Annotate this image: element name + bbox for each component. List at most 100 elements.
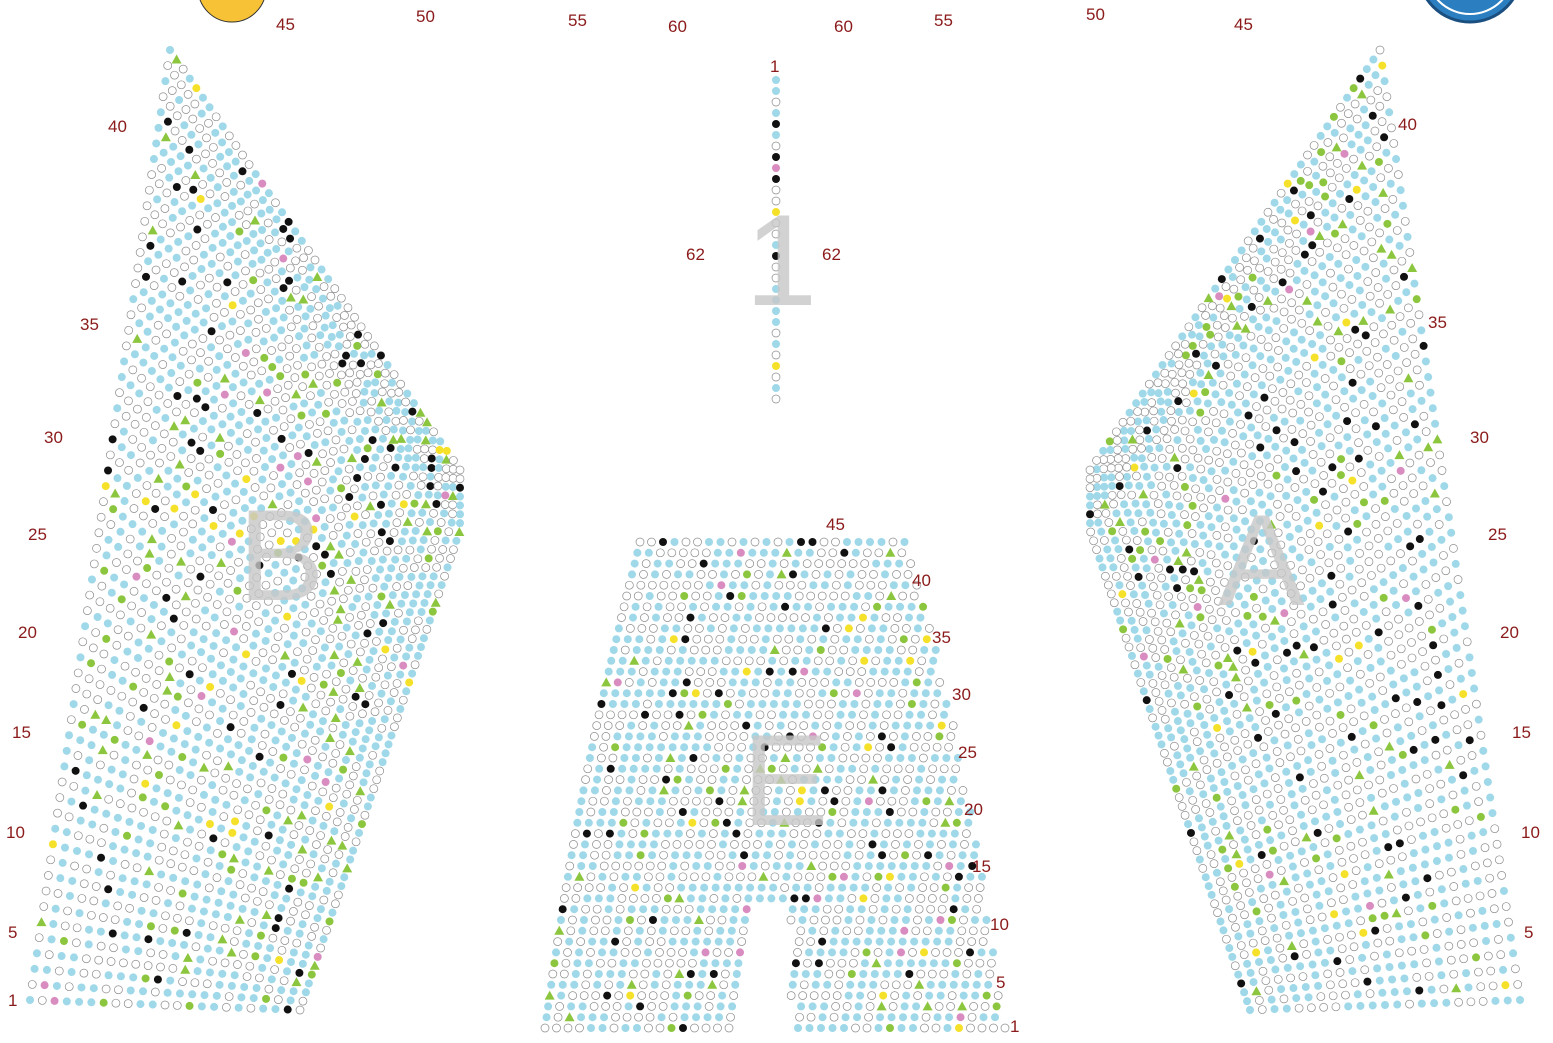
seat-available[interactable] xyxy=(593,775,602,784)
seat-available[interactable] xyxy=(1281,353,1290,362)
seat-sold[interactable] xyxy=(790,894,799,903)
marker-triangle[interactable] xyxy=(296,810,307,820)
seat-open[interactable] xyxy=(1136,643,1146,653)
seat-open[interactable] xyxy=(749,796,759,806)
seat-available[interactable] xyxy=(977,872,986,881)
seat-open[interactable] xyxy=(914,840,923,849)
seat-open[interactable] xyxy=(1250,864,1260,874)
seat-open[interactable] xyxy=(436,518,446,527)
seat-available[interactable] xyxy=(1372,873,1381,882)
seat-open[interactable] xyxy=(1197,649,1206,659)
seat-open[interactable] xyxy=(1153,378,1163,388)
seat-sold[interactable] xyxy=(1327,571,1336,580)
seat-open[interactable] xyxy=(281,393,290,402)
seat-open[interactable] xyxy=(1407,653,1417,663)
seat-available[interactable] xyxy=(320,323,329,332)
seat-available[interactable] xyxy=(1306,767,1315,776)
seat-sold[interactable] xyxy=(139,703,148,712)
seat-open[interactable] xyxy=(1287,298,1297,308)
seat-open[interactable] xyxy=(1199,755,1209,765)
seat-open[interactable] xyxy=(384,407,394,417)
seat-available[interactable] xyxy=(953,754,962,762)
seat-available[interactable] xyxy=(671,916,680,924)
seat-marked[interactable] xyxy=(1224,864,1233,873)
seat-open[interactable] xyxy=(669,926,679,936)
seat-open[interactable] xyxy=(1089,536,1098,546)
seat-open[interactable] xyxy=(1455,834,1465,844)
seat-open[interactable] xyxy=(1285,238,1294,248)
seat-available[interactable] xyxy=(189,628,198,637)
seat-sold[interactable] xyxy=(108,435,117,444)
seat-open[interactable] xyxy=(1449,544,1458,553)
seat-available[interactable] xyxy=(246,289,255,298)
seat-open[interactable] xyxy=(1211,650,1221,660)
seat-available[interactable] xyxy=(598,808,607,816)
seat-open[interactable] xyxy=(738,926,748,936)
seat-open[interactable] xyxy=(183,837,192,847)
seat-available[interactable] xyxy=(1095,554,1104,563)
seat-marked[interactable] xyxy=(258,179,267,188)
seat-available[interactable] xyxy=(211,229,220,238)
seat-open[interactable] xyxy=(1259,742,1269,752)
seat-open[interactable] xyxy=(1160,645,1170,654)
seat-open[interactable] xyxy=(109,750,119,760)
seat-open[interactable] xyxy=(298,382,308,392)
seat-available[interactable] xyxy=(174,571,183,580)
seat-open[interactable] xyxy=(1177,471,1187,481)
seat-open[interactable] xyxy=(905,764,915,774)
seat-open[interactable] xyxy=(178,64,188,74)
seat-open[interactable] xyxy=(1320,838,1330,848)
seat-available[interactable] xyxy=(218,704,227,713)
seat-available[interactable] xyxy=(291,227,300,236)
seat-available[interactable] xyxy=(87,575,96,584)
seat-open[interactable] xyxy=(175,663,184,673)
seat-open[interactable] xyxy=(1192,846,1202,856)
seat-open[interactable] xyxy=(111,998,121,1008)
seat-available[interactable] xyxy=(556,916,565,924)
seat-available[interactable] xyxy=(402,617,411,626)
seat-available[interactable] xyxy=(607,818,616,827)
seat-available[interactable] xyxy=(829,743,838,752)
marker-triangle[interactable] xyxy=(1314,231,1325,241)
seat-available[interactable] xyxy=(860,818,869,827)
seat-available[interactable] xyxy=(1206,740,1215,749)
seat-open[interactable] xyxy=(215,168,225,178)
seat-open[interactable] xyxy=(1441,823,1451,833)
seat-available[interactable] xyxy=(308,892,317,901)
seat-open[interactable] xyxy=(842,1002,852,1011)
seat-marked[interactable] xyxy=(1315,521,1324,530)
seat-available[interactable] xyxy=(76,816,85,825)
seat-open[interactable] xyxy=(1334,342,1344,352)
seat-open[interactable] xyxy=(1226,371,1236,381)
seat-open[interactable] xyxy=(203,219,212,229)
seat-available[interactable] xyxy=(367,349,376,358)
seat-open[interactable] xyxy=(798,991,808,1000)
seat-open[interactable] xyxy=(298,996,308,1006)
seat-open[interactable] xyxy=(873,948,883,957)
seat-open[interactable] xyxy=(106,686,116,695)
seat-open[interactable] xyxy=(1111,571,1121,581)
seat-open[interactable] xyxy=(1399,343,1409,352)
seat-open[interactable] xyxy=(123,999,133,1008)
marker-triangle[interactable] xyxy=(147,225,158,235)
seat-open[interactable] xyxy=(1300,795,1310,805)
seat-open[interactable] xyxy=(212,873,222,883)
seat-open[interactable] xyxy=(1109,499,1118,509)
seat-available[interactable] xyxy=(382,609,391,618)
seat-available[interactable] xyxy=(417,607,426,616)
seat-available[interactable] xyxy=(1413,435,1422,444)
seat-open[interactable] xyxy=(603,840,613,849)
seat-open[interactable] xyxy=(1336,102,1345,112)
seat-available[interactable] xyxy=(1315,901,1324,910)
seat-open[interactable] xyxy=(1269,671,1279,680)
seat-available[interactable] xyxy=(552,948,561,957)
seat-open[interactable] xyxy=(647,1002,656,1011)
seat-marked[interactable] xyxy=(1221,494,1230,503)
seat-open[interactable] xyxy=(392,643,402,653)
seat-marked[interactable] xyxy=(1119,625,1128,634)
seat-available[interactable] xyxy=(304,941,313,950)
seat-sold[interactable] xyxy=(320,550,329,559)
seat-open[interactable] xyxy=(96,941,106,951)
seat-open[interactable] xyxy=(703,796,713,806)
seat-open[interactable] xyxy=(1241,353,1251,363)
